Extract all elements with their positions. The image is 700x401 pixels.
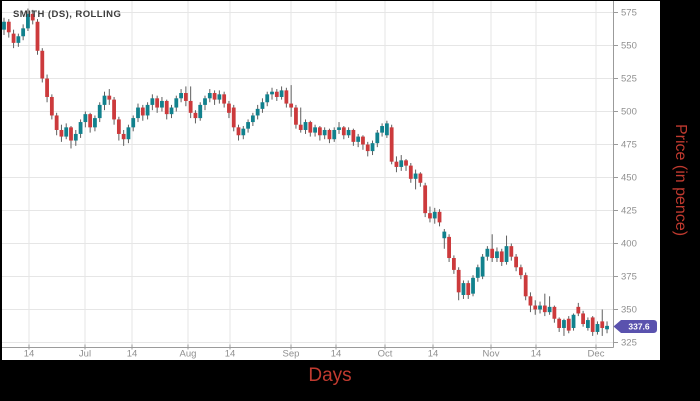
svg-text:575: 575 [621, 8, 637, 19]
gridlines [2, 1, 614, 348]
svg-text:550: 550 [621, 41, 637, 52]
svg-text:500: 500 [621, 107, 637, 118]
svg-text:Aug: Aug [180, 349, 197, 360]
svg-text:14: 14 [531, 349, 542, 360]
svg-text:375: 375 [621, 272, 637, 283]
svg-text:475: 475 [621, 140, 637, 151]
svg-text:14: 14 [428, 349, 439, 360]
axes: 575 550 525 500 475 450 425 400 375 350 325 14 Jul 14… [2, 1, 637, 360]
svg-text:Oct: Oct [378, 349, 393, 360]
svg-text:Dec: Dec [588, 349, 605, 360]
svg-text:14: 14 [24, 349, 35, 360]
svg-text:14: 14 [225, 349, 236, 360]
price-tag-pointer-icon [613, 320, 657, 333]
plot-background [2, 1, 660, 360]
svg-text:400: 400 [621, 239, 637, 250]
svg-text:425: 425 [621, 206, 637, 217]
svg-text:Nov: Nov [483, 349, 500, 360]
last-price-tag: 337.6 [613, 320, 657, 333]
last-price-value: 337.6 [628, 322, 650, 332]
svg-text:Jul: Jul [79, 349, 91, 360]
svg-text:14: 14 [331, 349, 342, 360]
y-axis-title: Price (in pence) [672, 123, 689, 237]
svg-text:14: 14 [127, 349, 138, 360]
svg-text:450: 450 [621, 173, 637, 184]
candles [2, 8, 609, 336]
candlestick-chart: 575 550 525 500 475 450 425 400 375 350 325 14 Jul 14… [2, 1, 660, 360]
series-title: SMITH (DS), ROLLING [13, 9, 122, 20]
x-axis-title: Days [308, 365, 352, 386]
svg-text:325: 325 [621, 338, 637, 349]
svg-text:525: 525 [621, 74, 637, 85]
svg-text:Sep: Sep [283, 349, 300, 360]
svg-text:350: 350 [621, 305, 637, 316]
